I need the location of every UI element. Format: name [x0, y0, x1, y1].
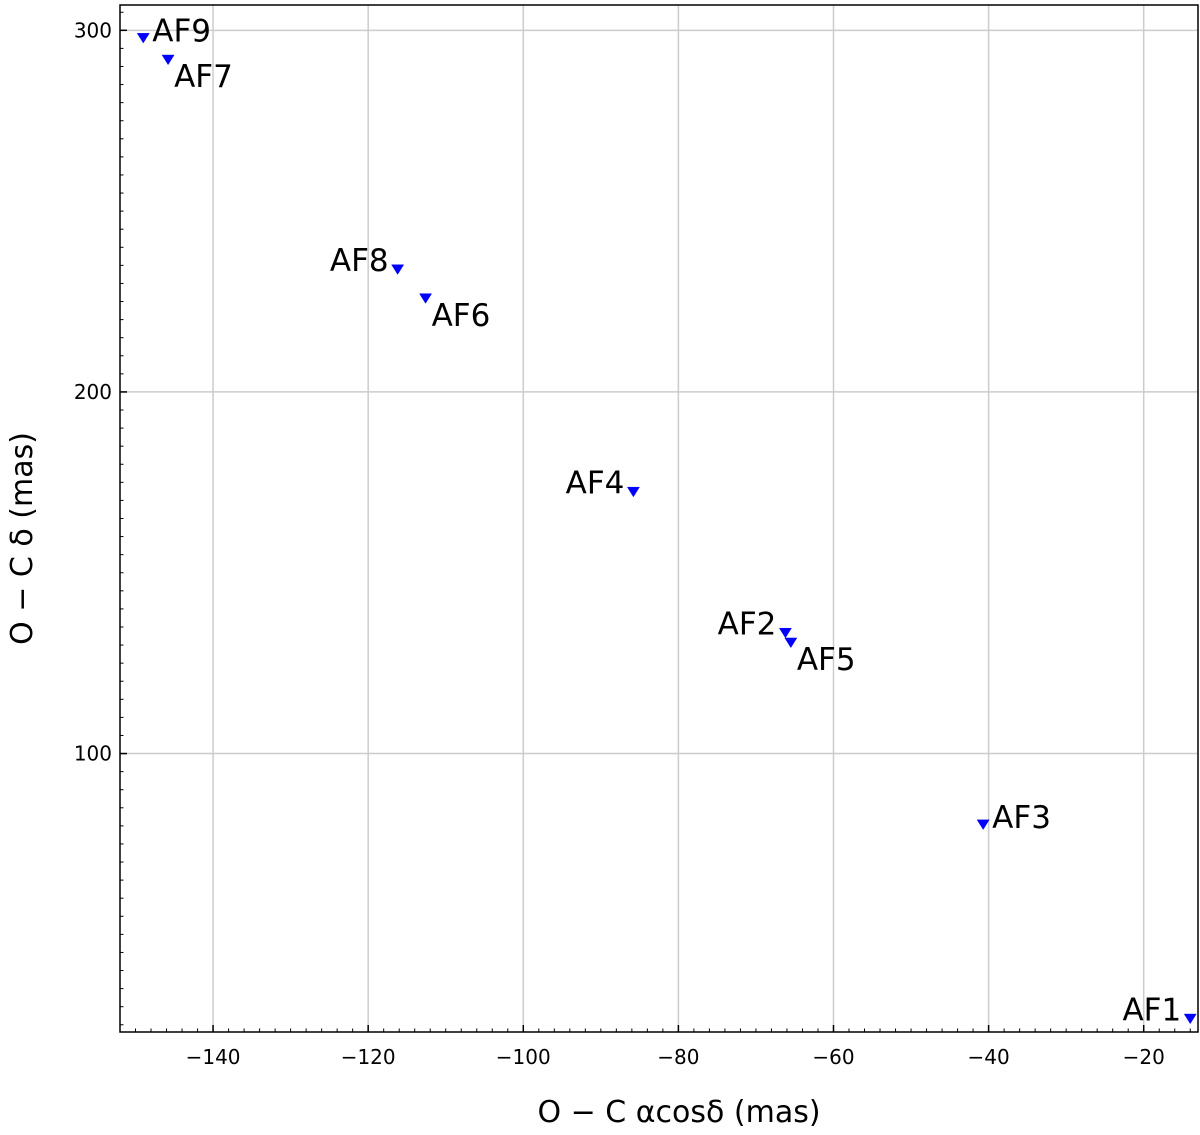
data-point-marker — [161, 54, 175, 66]
x-tick-label: −40 — [967, 1045, 1009, 1069]
x-tick-label: −80 — [657, 1045, 699, 1069]
y-tick-label: 200 — [74, 380, 112, 404]
data-point-marker — [626, 486, 640, 498]
x-axis-ticks: −140 −120 −100 −80 −60 −40 −20 — [135, 1025, 1191, 1069]
x-tick-label: −140 — [186, 1045, 241, 1069]
data-point-label: AF3 — [992, 800, 1051, 836]
data-point-marker — [778, 627, 792, 639]
data-point-marker — [784, 637, 798, 649]
data-point-marker — [391, 264, 405, 275]
data-point-label: AF5 — [797, 642, 856, 678]
plot-frame — [119, 4, 1199, 1033]
data-point-label: AF1 — [1122, 992, 1181, 1028]
data-point-label: AF8 — [330, 243, 389, 279]
data-point-label: AF2 — [718, 606, 777, 642]
data-point-label: AF4 — [566, 465, 625, 501]
data-point-label: AF9 — [152, 14, 211, 50]
x-tick-label: −120 — [341, 1045, 396, 1069]
data-point-label: AF7 — [174, 59, 233, 95]
data-point-label: AF6 — [432, 298, 491, 334]
data-point-marker — [136, 33, 150, 44]
y-tick-label: 300 — [74, 18, 112, 42]
grid-lines — [120, 5, 1198, 1032]
x-tick-label: −60 — [812, 1045, 854, 1069]
y-axis-ticks: 100 200 300 — [74, 11, 127, 1026]
data-point-marker — [419, 293, 433, 304]
x-axis-label: O − C αcosδ (mas) — [537, 1095, 820, 1130]
y-tick-label: 100 — [74, 742, 112, 766]
x-tick-label: −20 — [1123, 1045, 1165, 1069]
x-tick-label: −100 — [496, 1045, 551, 1069]
data-point-marker — [1183, 1013, 1197, 1025]
data-point-marker — [976, 819, 990, 830]
data-points: AF9 AF7 AF8 AF6 AF4 AF2 AF5 AF3 AF1 — [136, 14, 1197, 1028]
y-axis-label: O − C δ (mas) — [5, 432, 40, 645]
